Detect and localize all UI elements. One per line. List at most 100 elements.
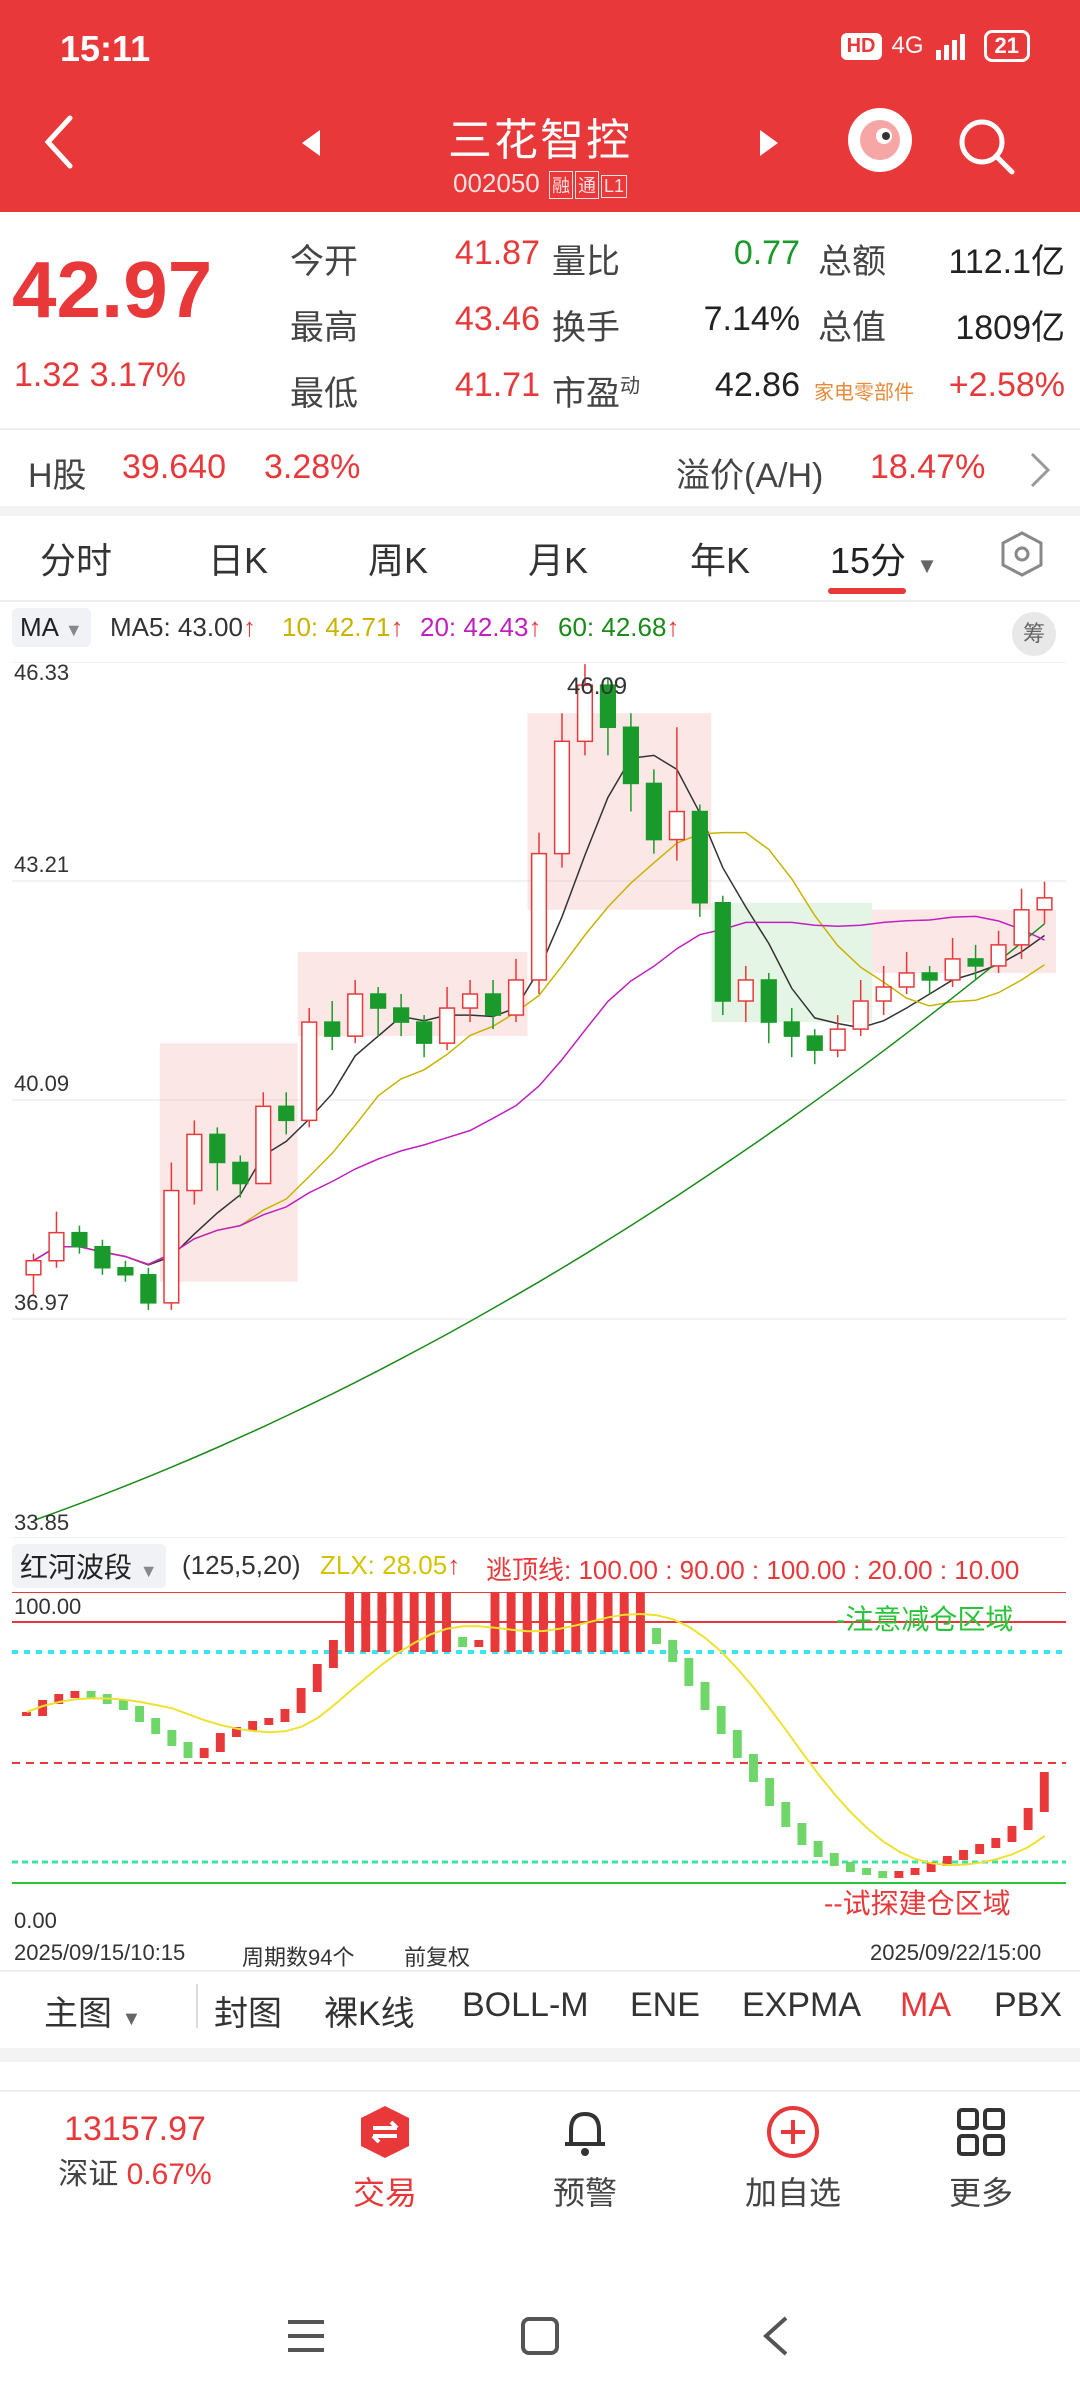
indicator-bar [829, 1853, 839, 1866]
btn-naked-k[interactable]: 裸K线 [324, 1995, 415, 2033]
main-chart-selector[interactable]: 主图 ▼ [44, 1986, 141, 2035]
candle [209, 1127, 226, 1191]
home-icon[interactable] [520, 2316, 560, 2356]
caret-down-icon: ▼ [916, 553, 938, 578]
bell-icon [565, 2111, 605, 2156]
amount-label: 总额 [818, 243, 886, 281]
tab-daily-k[interactable]: 日K [208, 540, 269, 581]
nav-alert[interactable]: 预警 [520, 2096, 650, 2236]
nav-more[interactable]: 更多 [916, 2096, 1046, 2236]
index-ticker[interactable]: 13157.97 深证 0.67% [40, 2096, 230, 2236]
indicator-bar [248, 1721, 258, 1731]
tab-weekly-k[interactable]: 周K [368, 540, 429, 581]
indicator-selector[interactable]: 红河波段 ▼ [12, 1544, 166, 1588]
indicator-bar [70, 1691, 80, 1698]
next-stock-icon[interactable] [758, 128, 780, 158]
chip-distribution-button[interactable]: 筹 [1012, 612, 1056, 656]
tab-timeshare[interactable]: 分时 [40, 540, 113, 581]
signal-bar [345, 1592, 355, 1652]
candlestick-chart[interactable]: 46.09 [12, 662, 1066, 1538]
pe-label-text: 市盈 [552, 375, 620, 413]
level-tag: L1 [600, 175, 628, 198]
signal-bar [506, 1592, 516, 1652]
chevron-right-icon [1030, 452, 1051, 488]
tab-monthly-k[interactable]: 月K [528, 540, 589, 581]
candle [255, 1092, 272, 1185]
caret-down-icon: ▼ [139, 1561, 158, 1581]
signal-bar [603, 1592, 613, 1652]
indicator-bar [167, 1730, 177, 1746]
candle [140, 1267, 157, 1310]
btn-feng-tu[interactable]: 封图 [214, 1995, 282, 2033]
axis-label-bottom: 33.85 [14, 1510, 70, 1535]
ma-selector[interactable]: MA ▼ [12, 608, 91, 647]
btn-expma[interactable]: EXPMA [742, 1986, 862, 2024]
ma-selector-label: MA [20, 612, 58, 642]
tab-15min[interactable]: 15分 ▼ [830, 532, 938, 584]
back-icon[interactable] [40, 112, 80, 172]
hd-icon: HD [840, 32, 882, 60]
indicator-bar [1023, 1808, 1033, 1830]
mktcap-value: 1809亿 [955, 309, 1065, 347]
pe-sup: 动 [620, 375, 640, 398]
btn-ene[interactable]: ENE [630, 1986, 700, 2024]
high-label: 最高 [290, 309, 358, 347]
candle [852, 979, 869, 1037]
btn-ma[interactable]: MA [900, 1986, 951, 2024]
nav-trade[interactable]: 交易 [320, 2096, 450, 2236]
candle [898, 951, 915, 995]
sector-link[interactable]: 家电零部件 [814, 382, 914, 404]
ma5-legend: MA5: 43.00↑ [110, 612, 256, 643]
btn-boll-m[interactable]: BOLL-M [462, 1986, 589, 2024]
indicator-bar [264, 1718, 274, 1725]
turnover-value: 7.14% [703, 300, 800, 338]
prev-stock-icon[interactable] [300, 128, 322, 158]
candle [370, 986, 387, 1037]
signal-bar [571, 1592, 581, 1652]
zlx-line [26, 1612, 1046, 1867]
tab-yearly-k[interactable]: 年K [690, 540, 751, 581]
indicator-bar [684, 1658, 694, 1686]
section-gap [0, 506, 1080, 516]
indicator-bar [296, 1688, 306, 1713]
up-arrow-icon: ↑ [528, 612, 542, 642]
indicator-bar [652, 1628, 661, 1644]
signal-icon [935, 34, 965, 60]
menu-icon[interactable] [286, 2318, 326, 2354]
signal-bar [522, 1592, 532, 1652]
candle [737, 965, 754, 1023]
candle [944, 937, 961, 987]
mktcap-label: 总值 [818, 309, 886, 347]
search-icon[interactable] [956, 116, 1016, 176]
end-time: 2025/09/22/15:00 [870, 1940, 1042, 1965]
turnover-label: 换手 [552, 309, 620, 347]
nav-add-watchlist[interactable]: 加自选 [718, 2096, 868, 2236]
indicator-bar [878, 1871, 888, 1878]
btn-pbx[interactable]: PBX [994, 1986, 1063, 2024]
indicator-bar [862, 1868, 872, 1875]
indicator-chart[interactable] [12, 1592, 1066, 1892]
indicator-top-label: 100.00 [14, 1594, 82, 1619]
indicator-bar [135, 1706, 144, 1722]
candle [1013, 888, 1030, 959]
caret-down-icon: ▼ [64, 620, 83, 640]
system-back-icon[interactable] [760, 2314, 790, 2358]
divider [0, 428, 1080, 430]
ma20-line [33, 915, 1045, 1266]
signal-bar [409, 1592, 419, 1652]
divider [0, 1970, 1080, 1972]
indicator-bar [894, 1871, 904, 1878]
indicator-bar [183, 1742, 193, 1758]
candle [117, 1260, 134, 1282]
main-chart-selector-label: 主图 [44, 1995, 112, 2033]
indicator-bar [668, 1640, 678, 1662]
start-time: 2025/09/15/10:15 [14, 1940, 186, 1965]
candle [48, 1211, 65, 1268]
stock-name: 三花智控 [448, 116, 632, 165]
indicator-bar [959, 1850, 968, 1860]
index-name: 深证 [58, 2158, 119, 2191]
ma60-legend-text: 60: 42.68 [558, 612, 667, 642]
settings-hexagon-icon[interactable] [998, 530, 1046, 578]
signal-bar [539, 1592, 548, 1652]
mascot-icon[interactable] [848, 108, 912, 172]
